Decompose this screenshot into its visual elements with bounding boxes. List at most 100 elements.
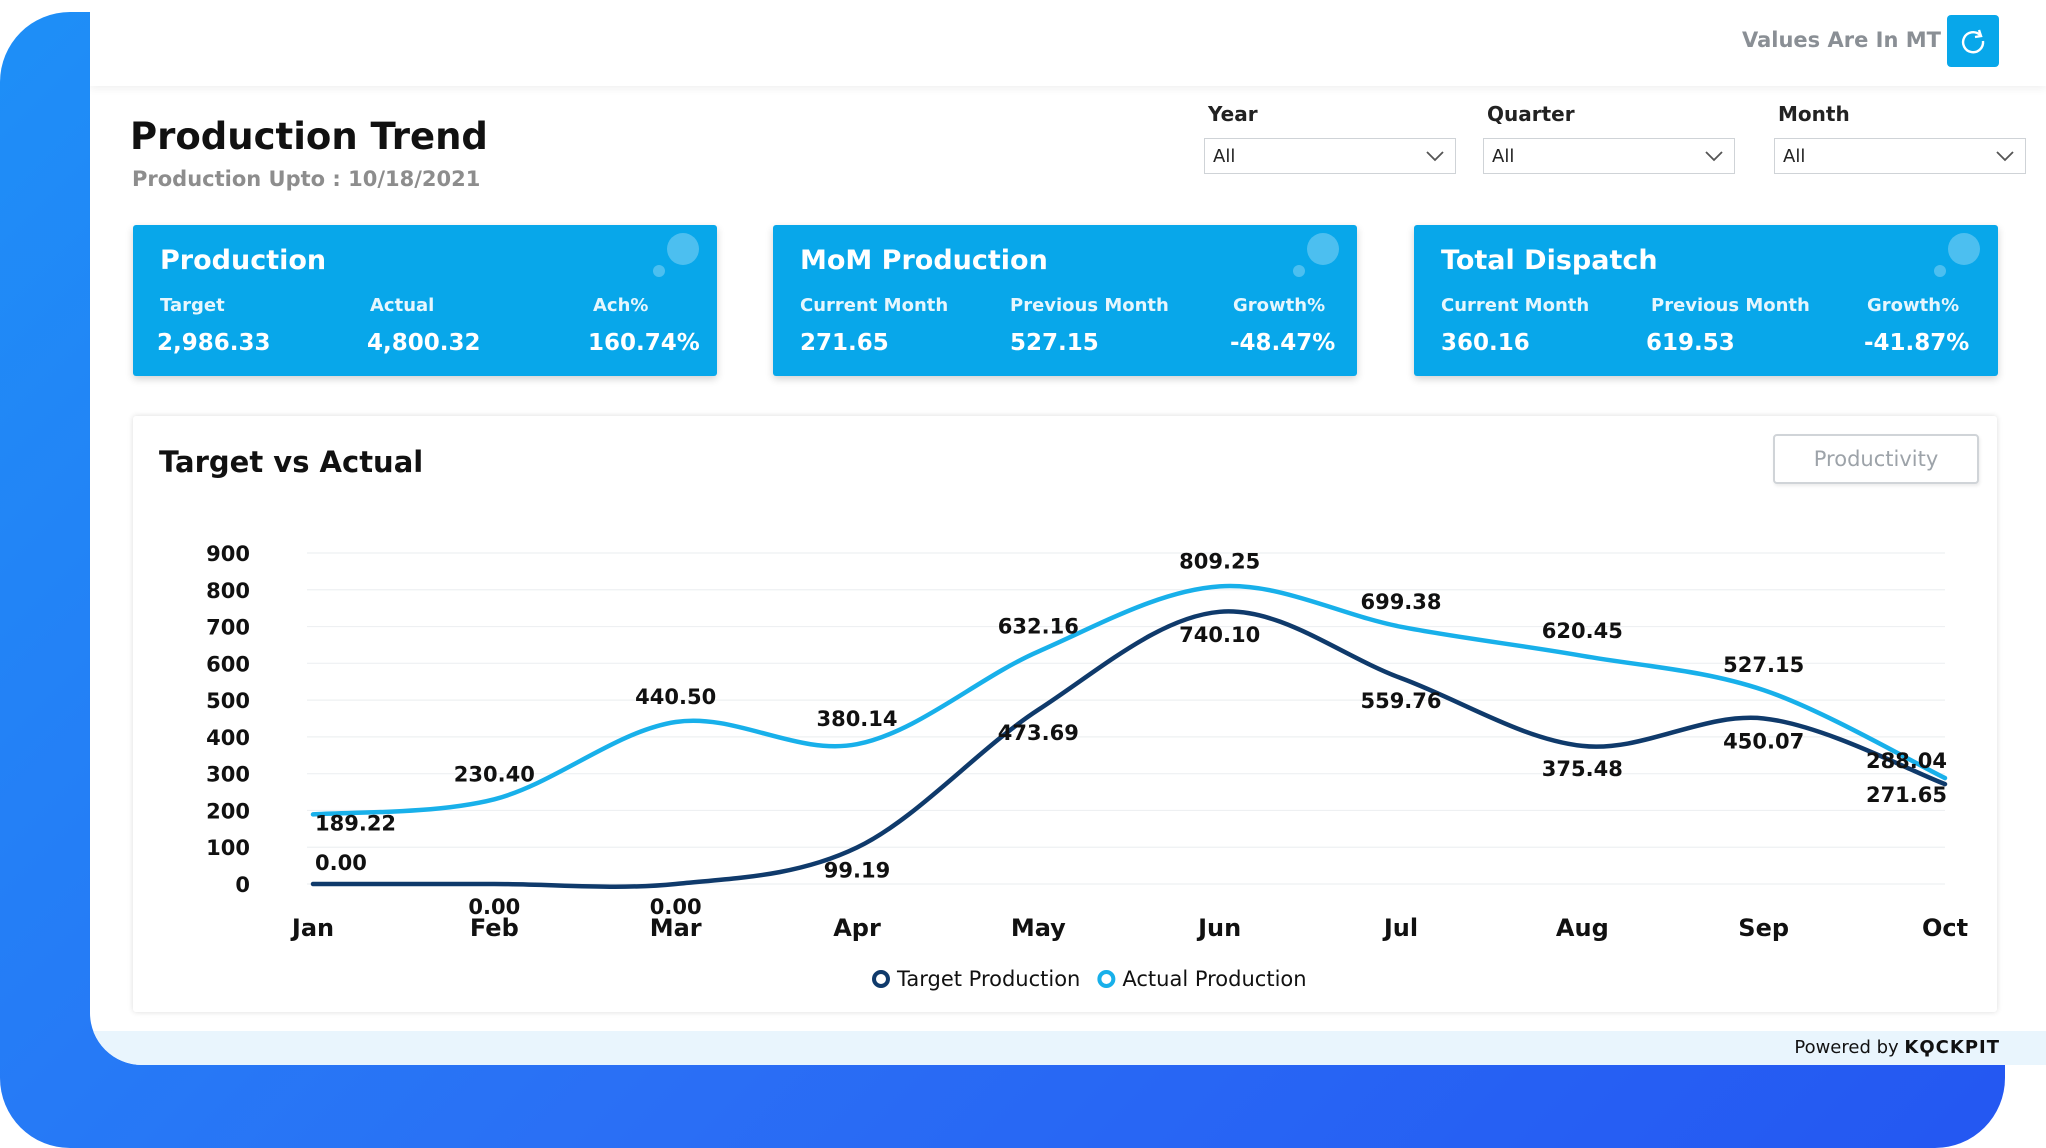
data-label: 440.50 [635,685,716,709]
refresh-button[interactable] [1947,15,1999,67]
kpi-label: Growth% [1867,295,1960,316]
kpi-card-total-dispatch: Total Dispatch Current Month 360.16 Prev… [1414,225,1998,376]
data-label: 527.15 [1723,653,1804,677]
kpi-column: Ach% 160.74% [588,295,700,356]
chevron-down-icon [1426,151,1444,162]
refresh-icon [1961,29,1985,54]
filter-quarter: Quarter All [1483,102,1735,174]
y-tick-label: 600 [206,652,250,676]
kpi-card-mom-production: MoM Production Current Month 271.65 Prev… [773,225,1357,376]
kpi-card-production: Production Target 2,986.33 Actual 4,800.… [133,225,717,376]
x-tick-label: Feb [470,914,519,942]
kpi-column: Growth% -41.87% [1864,295,1970,356]
data-label: 559.76 [1360,689,1441,713]
decorative-circle [1307,233,1339,265]
legend-label: Actual Production [1122,967,1306,991]
data-label: 809.25 [1179,549,1260,573]
powered-by-prefix: Powered by [1794,1037,1899,1058]
kpi-label: Target [160,295,225,316]
kpi-value: 360.16 [1441,330,1530,356]
units-label: Values Are In MT [1742,28,1941,52]
dashboard-canvas: Values Are In MT Production Trend Produc… [90,0,2046,1065]
kpi-column: Target 2,986.33 [157,295,271,356]
kpi-column: Growth% -48.47% [1230,295,1335,356]
kpi-column: Current Month 271.65 [800,295,948,356]
data-labels: 0.00 0.00 0.00 99.19 473.69 740.10 559.76 375.4… [315,549,1947,919]
x-tick-label: Sep [1738,914,1789,942]
kpi-label: Ach% [593,295,649,316]
kpi-label: Current Month [800,295,949,316]
y-tick-label: 0 [235,873,250,897]
kpi-label: Actual [370,295,435,316]
kpi-column: Previous Month 619.53 [1646,295,1810,356]
decorative-circle [1948,233,1980,265]
x-tick-label: May [1011,914,1066,942]
data-label: 380.14 [816,707,897,731]
x-tick-label: Apr [833,914,881,942]
x-tick-label: Jan [290,914,334,942]
actual-production-line [310,583,1948,817]
decorative-circle [1293,265,1305,277]
data-label: 271.65 [1866,783,1947,807]
filter-year: Year All [1204,102,1456,174]
legend-marker-actual [1097,970,1116,988]
quarter-select-value: All [1492,146,1515,167]
x-tick-label: Jul [1382,914,1418,942]
legend: Target Production Actual Production [872,967,1307,991]
grid-layer [307,552,1945,885]
y-tick-label: 500 [206,689,250,713]
data-label: 288.04 [1866,749,1947,773]
data-label: 0.00 [650,895,702,919]
y-tick-label: 200 [206,799,250,823]
y-tick-label: 100 [206,836,250,860]
kpi-label: Previous Month [1010,295,1169,316]
productivity-button[interactable]: Productivity [1773,434,1979,484]
data-label: 620.45 [1542,619,1623,643]
kpi-value: 2,986.33 [157,330,271,356]
kpi-value: 619.53 [1646,330,1735,356]
data-label: 632.16 [998,615,1079,639]
chart-title: Target vs Actual [159,445,424,479]
kpi-column: Previous Month 527.15 [1010,295,1169,356]
data-label: 740.10 [1179,623,1260,647]
powered-by: Powered by KϘCKPIT [1794,1037,2000,1058]
x-tick-label: Aug [1556,914,1609,942]
data-label: 473.69 [998,721,1079,745]
x-tick-label: Jun [1196,914,1241,942]
data-label: 99.19 [824,859,890,883]
x-axis: Jan Feb Mar Apr May Jun Jul Aug Sep Oct [290,914,1968,942]
kpi-value: -41.87% [1864,330,1970,356]
kpi-label: Current Month [1441,295,1590,316]
footer-strip: Powered by KϘCKPIT [90,1031,2046,1065]
filter-quarter-label: Quarter [1487,102,1575,126]
y-tick-label: 900 [206,542,250,566]
data-label: 699.38 [1360,590,1441,614]
x-tick-label: Oct [1922,914,1968,942]
kpi-title: MoM Production [800,245,1048,276]
y-tick-label: 800 [206,579,250,603]
y-axis: 0 100 200 300 400 500 600 700 800 900 [206,542,250,897]
kpi-value: 4,800.32 [367,330,481,356]
legend-label: Target Production [896,967,1080,991]
quarter-select[interactable]: All [1483,138,1735,174]
month-select-value: All [1783,146,1806,167]
month-select[interactable]: All [1774,138,2026,174]
filter-year-label: Year [1208,102,1258,126]
year-select[interactable]: All [1204,138,1456,174]
page-subtitle: Production Upto : 10/18/2021 [132,167,481,191]
y-tick-label: 400 [206,726,250,750]
kpi-label: Growth% [1233,295,1326,316]
target-production-line [310,609,1948,889]
filter-month-label: Month [1778,102,1850,126]
data-label: 189.22 [315,811,396,835]
decorative-circle [653,265,665,277]
chevron-down-icon [1996,151,2014,162]
decorative-circle [1934,265,1946,277]
x-tick-label: Mar [650,914,702,942]
chevron-down-icon [1705,151,1723,162]
kpi-column: Current Month 360.16 [1441,295,1589,356]
data-label: 0.00 [315,851,367,875]
data-label: 230.40 [454,762,535,786]
page-title: Production Trend [130,115,488,158]
kpi-title: Production [160,245,327,276]
